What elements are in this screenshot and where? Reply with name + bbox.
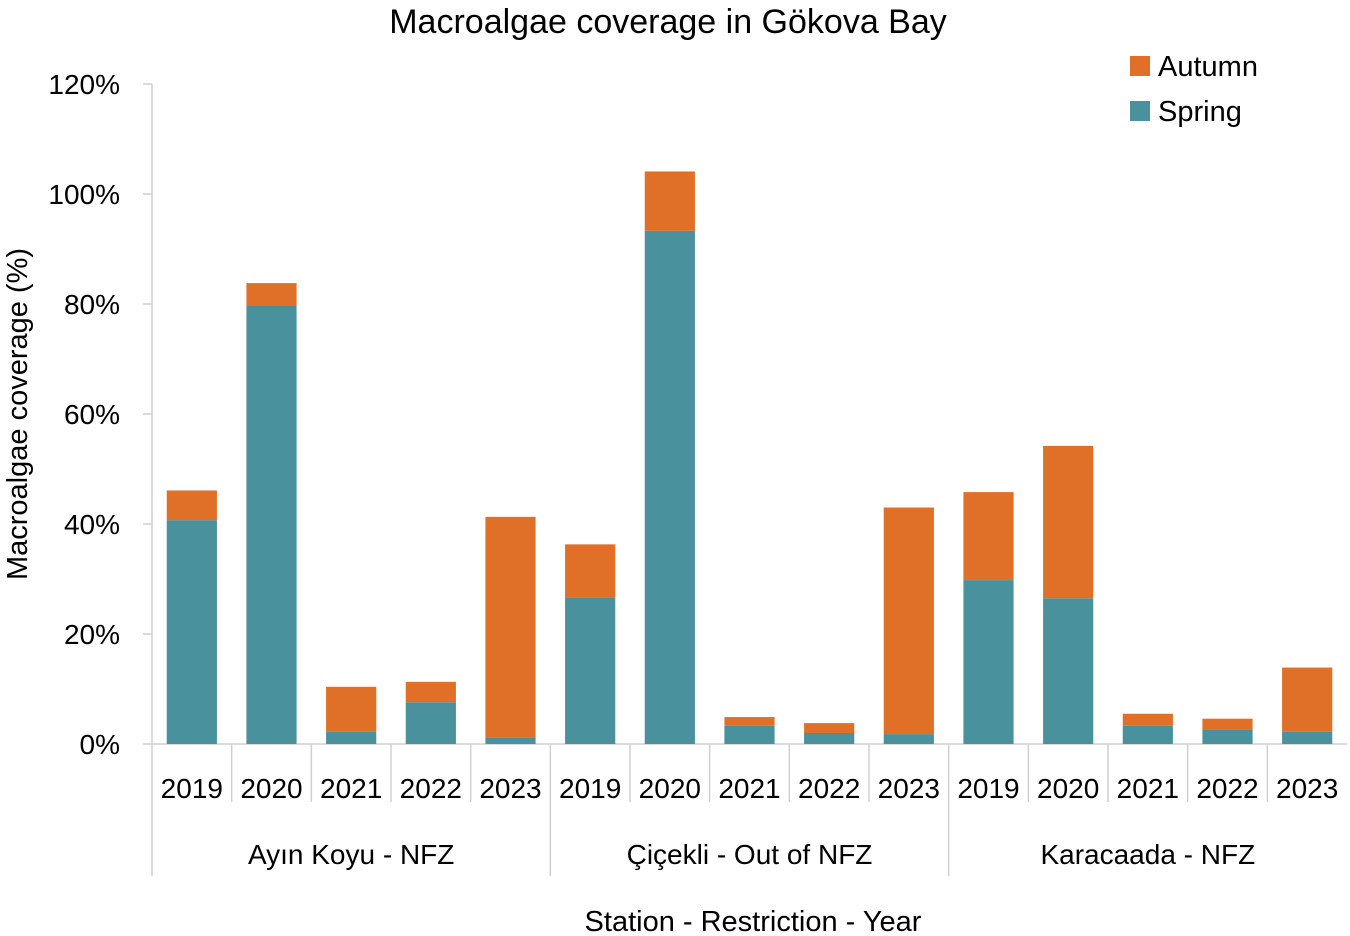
bar-autumn: [804, 723, 855, 733]
bar-spring: [804, 733, 855, 744]
y-tick-label: 100%: [48, 179, 120, 210]
y-tick-label: 120%: [48, 69, 120, 100]
year-tick-label: 2020: [1037, 773, 1099, 804]
bar-spring: [1202, 729, 1253, 744]
group-label: Çiçekli - Out of NFZ: [627, 839, 873, 870]
year-tick-label: 2019: [957, 773, 1019, 804]
year-tick-label: 2022: [798, 773, 860, 804]
year-tick-label: 2022: [1196, 773, 1258, 804]
y-tick-label: 60%: [64, 399, 120, 430]
year-tick-label: 2020: [639, 773, 701, 804]
bar-autumn: [1202, 718, 1253, 730]
y-tick-label: 80%: [64, 289, 120, 320]
bar-spring: [326, 731, 377, 744]
bars: [166, 171, 1333, 745]
year-tick-label: 2023: [1276, 773, 1338, 804]
y-tick-label: 0%: [80, 729, 120, 760]
chart-title: Macroalgae coverage in Gökova Bay: [389, 3, 947, 41]
bar-spring: [485, 737, 536, 744]
legend-swatch-spring: [1130, 101, 1150, 121]
year-tick-label: 2021: [1117, 773, 1179, 804]
bar-autumn: [963, 492, 1014, 581]
bar-autumn: [724, 717, 775, 726]
bar-spring: [1282, 731, 1333, 744]
bar-autumn: [166, 490, 217, 521]
legend-swatch-autumn: [1130, 56, 1150, 76]
bar-spring: [883, 734, 934, 744]
year-tick-label: 2020: [240, 773, 302, 804]
legend: Autumn Spring: [1130, 51, 1258, 128]
bar-autumn: [1282, 667, 1333, 732]
year-tick-label: 2021: [320, 773, 382, 804]
bar-spring: [405, 702, 456, 744]
group-label: Karacaada - NFZ: [1040, 839, 1255, 870]
bar-autumn: [326, 686, 377, 732]
bar-spring: [166, 520, 217, 744]
y-tick-label: 40%: [64, 509, 120, 540]
bar-autumn: [1043, 445, 1094, 599]
bar-autumn: [405, 681, 456, 703]
year-tick-label: 2019: [559, 773, 621, 804]
y-axis-label: Macroalgae coverage (%): [2, 248, 34, 580]
bar-spring: [1122, 725, 1173, 744]
bar-autumn: [644, 171, 695, 231]
year-tick-label: 2023: [878, 773, 940, 804]
year-tick-label: 2023: [479, 773, 541, 804]
bar-autumn: [565, 544, 616, 598]
bar-spring: [565, 597, 616, 744]
bar-autumn: [246, 283, 297, 306]
bar-spring: [724, 725, 775, 744]
legend-label-spring: Spring: [1158, 96, 1242, 128]
bar-spring: [644, 230, 695, 745]
y-axis: 0% 20% 40% 60% 80% 100% 120%: [48, 69, 153, 760]
x-axis: 2019 2020 2021 2022 2023 Ayın Koyu - NFZ 2019 2…: [151, 743, 1347, 876]
group-label: Ayın Koyu - NFZ: [248, 839, 454, 870]
bar-autumn: [485, 516, 536, 738]
year-tick-label: 2021: [718, 773, 780, 804]
x-axis-label: Station - Restriction - Year: [585, 906, 922, 936]
bar-spring: [963, 580, 1014, 744]
bar-spring: [246, 305, 297, 744]
year-tick-label: 2022: [400, 773, 462, 804]
legend-label-autumn: Autumn: [1158, 51, 1258, 83]
year-tick-label: 2019: [161, 773, 223, 804]
y-tick-label: 20%: [64, 619, 120, 650]
bar-autumn: [1122, 713, 1173, 726]
bar-spring: [1043, 598, 1094, 744]
bar-autumn: [883, 507, 934, 735]
